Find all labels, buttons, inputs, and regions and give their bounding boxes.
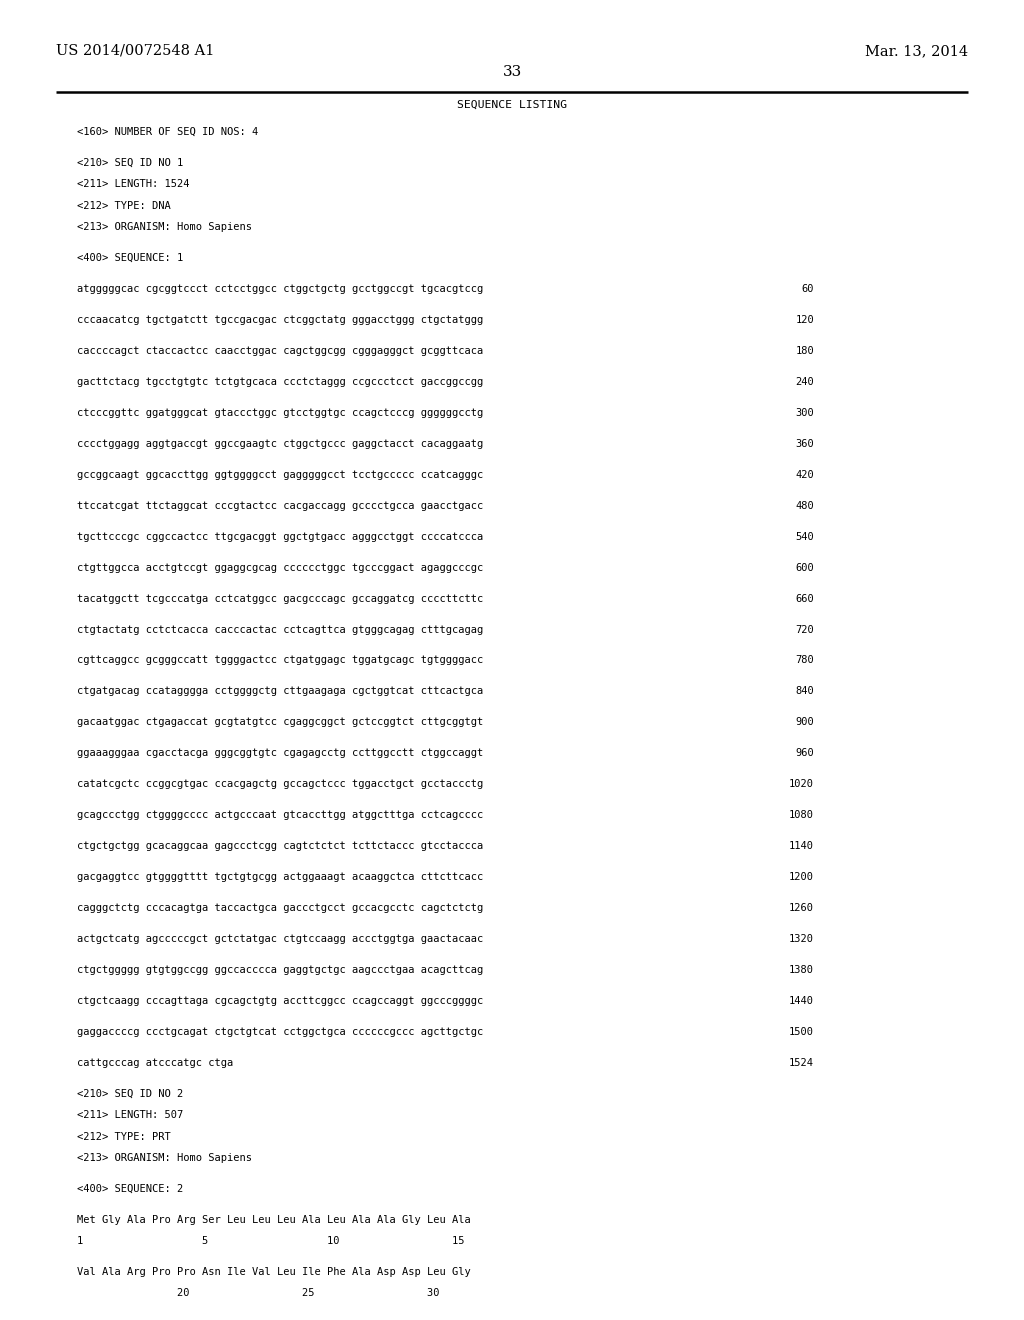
Text: 60: 60 [802, 284, 814, 294]
Text: 20                  25                  30: 20 25 30 [77, 1288, 439, 1299]
Text: 540: 540 [796, 532, 814, 541]
Text: <211> LENGTH: 1524: <211> LENGTH: 1524 [77, 180, 189, 189]
Text: 1020: 1020 [790, 779, 814, 789]
Text: cattgcccag atcccatgc ctga: cattgcccag atcccatgc ctga [77, 1057, 233, 1068]
Text: cgttcaggcc gcgggccatt tggggactcc ctgatggagc tggatgcagc tgtggggacc: cgttcaggcc gcgggccatt tggggactcc ctgatgg… [77, 656, 483, 665]
Text: ggaaagggaa cgacctacga gggcggtgtc cgagagcctg ccttggcctt ctggccaggt: ggaaagggaa cgacctacga gggcggtgtc cgagagc… [77, 748, 483, 759]
Text: gacgaggtcc gtggggtttt tgctgtgcgg actggaaagt acaaggctca cttcttcacc: gacgaggtcc gtggggtttt tgctgtgcgg actggaa… [77, 873, 483, 882]
Text: <160> NUMBER OF SEQ ID NOS: 4: <160> NUMBER OF SEQ ID NOS: 4 [77, 127, 258, 137]
Text: 480: 480 [796, 500, 814, 511]
Text: 960: 960 [796, 748, 814, 759]
Text: 1524: 1524 [790, 1057, 814, 1068]
Text: ctgctcaagg cccagttaga cgcagctgtg accttcggcc ccagccaggt ggcccggggc: ctgctcaagg cccagttaga cgcagctgtg accttcg… [77, 997, 483, 1006]
Text: 360: 360 [796, 438, 814, 449]
Text: ctgctgctgg gcacaggcaa gagccctcgg cagtctctct tcttctaccc gtcctaccca: ctgctgctgg gcacaggcaa gagccctcgg cagtctc… [77, 841, 483, 851]
Text: 1080: 1080 [790, 810, 814, 820]
Text: gacaatggac ctgagaccat gcgtatgtcc cgaggcggct gctccggtct cttgcggtgt: gacaatggac ctgagaccat gcgtatgtcc cgaggcg… [77, 717, 483, 727]
Text: <210> SEQ ID NO 1: <210> SEQ ID NO 1 [77, 158, 183, 168]
Text: 1                   5                   10                  15: 1 5 10 15 [77, 1237, 464, 1246]
Text: gccggcaagt ggcaccttgg ggtggggcct gagggggcct tcctgccccc ccatcagggc: gccggcaagt ggcaccttgg ggtggggcct gaggggg… [77, 470, 483, 479]
Text: cccctggagg aggtgaccgt ggccgaagtc ctggctgccc gaggctacct cacaggaatg: cccctggagg aggtgaccgt ggccgaagtc ctggctg… [77, 438, 483, 449]
Text: tgcttcccgc cggccactcc ttgcgacggt ggctgtgacc agggcctggt ccccatccca: tgcttcccgc cggccactcc ttgcgacggt ggctgtg… [77, 532, 483, 541]
Text: <212> TYPE: DNA: <212> TYPE: DNA [77, 201, 171, 211]
Text: ctgttggcca acctgtccgt ggaggcgcag cccccctggc tgcccggact agaggcccgc: ctgttggcca acctgtccgt ggaggcgcag cccccct… [77, 562, 483, 573]
Text: actgctcatg agcccccgct gctctatgac ctgtccaagg accctggtga gaactacaac: actgctcatg agcccccgct gctctatgac ctgtcca… [77, 935, 483, 944]
Text: tacatggctt tcgcccatga cctcatggcc gacgcccagc gccaggatcg ccccttcttc: tacatggctt tcgcccatga cctcatggcc gacgccc… [77, 594, 483, 603]
Text: 33: 33 [503, 65, 521, 79]
Text: atgggggcac cgcggtccct cctcctggcc ctggctgctg gcctggccgt tgcacgtccg: atgggggcac cgcggtccct cctcctggcc ctggctg… [77, 284, 483, 294]
Text: ctgtactatg cctctcacca cacccactac cctcagttca gtgggcagag ctttgcagag: ctgtactatg cctctcacca cacccactac cctcagt… [77, 624, 483, 635]
Text: cagggctctg cccacagtga taccactgca gaccctgcct gccacgcctc cagctctctg: cagggctctg cccacagtga taccactgca gaccctg… [77, 903, 483, 913]
Text: <212> TYPE: PRT: <212> TYPE: PRT [77, 1131, 171, 1142]
Text: 420: 420 [796, 470, 814, 479]
Text: <213> ORGANISM: Homo Sapiens: <213> ORGANISM: Homo Sapiens [77, 1152, 252, 1163]
Text: Met Gly Ala Pro Arg Ser Leu Leu Leu Ala Leu Ala Ala Gly Leu Ala: Met Gly Ala Pro Arg Ser Leu Leu Leu Ala … [77, 1214, 471, 1225]
Text: 1500: 1500 [790, 1027, 814, 1038]
Text: 1200: 1200 [790, 873, 814, 882]
Text: <213> ORGANISM: Homo Sapiens: <213> ORGANISM: Homo Sapiens [77, 222, 252, 232]
Text: 1140: 1140 [790, 841, 814, 851]
Text: 1380: 1380 [790, 965, 814, 975]
Text: Val Ala Arg Pro Pro Asn Ile Val Leu Ile Phe Ala Asp Asp Leu Gly: Val Ala Arg Pro Pro Asn Ile Val Leu Ile … [77, 1267, 471, 1278]
Text: gaggaccccg ccctgcagat ctgctgtcat cctggctgca ccccccgccc agcttgctgc: gaggaccccg ccctgcagat ctgctgtcat cctggct… [77, 1027, 483, 1038]
Text: 720: 720 [796, 624, 814, 635]
Text: 120: 120 [796, 315, 814, 325]
Text: catatcgctc ccggcgtgac ccacgagctg gccagctccc tggacctgct gcctaccctg: catatcgctc ccggcgtgac ccacgagctg gccagct… [77, 779, 483, 789]
Text: Mar. 13, 2014: Mar. 13, 2014 [864, 44, 968, 58]
Text: ctcccggttc ggatgggcat gtaccctggc gtcctggtgc ccagctcccg ggggggcctg: ctcccggttc ggatgggcat gtaccctggc gtcctgg… [77, 408, 483, 418]
Text: 780: 780 [796, 656, 814, 665]
Text: 1440: 1440 [790, 997, 814, 1006]
Text: ctgctggggg gtgtggccgg ggccacccca gaggtgctgc aagccctgaa acagcttcag: ctgctggggg gtgtggccgg ggccacccca gaggtgc… [77, 965, 483, 975]
Text: 900: 900 [796, 717, 814, 727]
Text: caccccagct ctaccactcc caacctggac cagctggcgg cgggagggct gcggttcaca: caccccagct ctaccactcc caacctggac cagctgg… [77, 346, 483, 356]
Text: 240: 240 [796, 378, 814, 387]
Text: <400> SEQUENCE: 1: <400> SEQUENCE: 1 [77, 253, 183, 263]
Text: cccaacatcg tgctgatctt tgccgacgac ctcggctatg gggacctggg ctgctatggg: cccaacatcg tgctgatctt tgccgacgac ctcggct… [77, 315, 483, 325]
Text: 840: 840 [796, 686, 814, 697]
Text: ctgatgacag ccatagggga cctggggctg cttgaagaga cgctggtcat cttcactgca: ctgatgacag ccatagggga cctggggctg cttgaag… [77, 686, 483, 697]
Text: <400> SEQUENCE: 2: <400> SEQUENCE: 2 [77, 1184, 183, 1193]
Text: 300: 300 [796, 408, 814, 418]
Text: gcagccctgg ctggggcccc actgcccaat gtcaccttgg atggctttga cctcagcccc: gcagccctgg ctggggcccc actgcccaat gtcacct… [77, 810, 483, 820]
Text: 1260: 1260 [790, 903, 814, 913]
Text: <211> LENGTH: 507: <211> LENGTH: 507 [77, 1110, 183, 1121]
Text: 180: 180 [796, 346, 814, 356]
Text: 660: 660 [796, 594, 814, 603]
Text: US 2014/0072548 A1: US 2014/0072548 A1 [56, 44, 215, 58]
Text: gacttctacg tgcctgtgtc tctgtgcaca ccctctaggg ccgccctcct gaccggccgg: gacttctacg tgcctgtgtc tctgtgcaca ccctcta… [77, 378, 483, 387]
Text: 600: 600 [796, 562, 814, 573]
Text: 1320: 1320 [790, 935, 814, 944]
Text: ttccatcgat ttctaggcat cccgtactcc cacgaccagg gcccctgcca gaacctgacc: ttccatcgat ttctaggcat cccgtactcc cacgacc… [77, 500, 483, 511]
Text: <210> SEQ ID NO 2: <210> SEQ ID NO 2 [77, 1089, 183, 1098]
Text: SEQUENCE LISTING: SEQUENCE LISTING [457, 99, 567, 110]
